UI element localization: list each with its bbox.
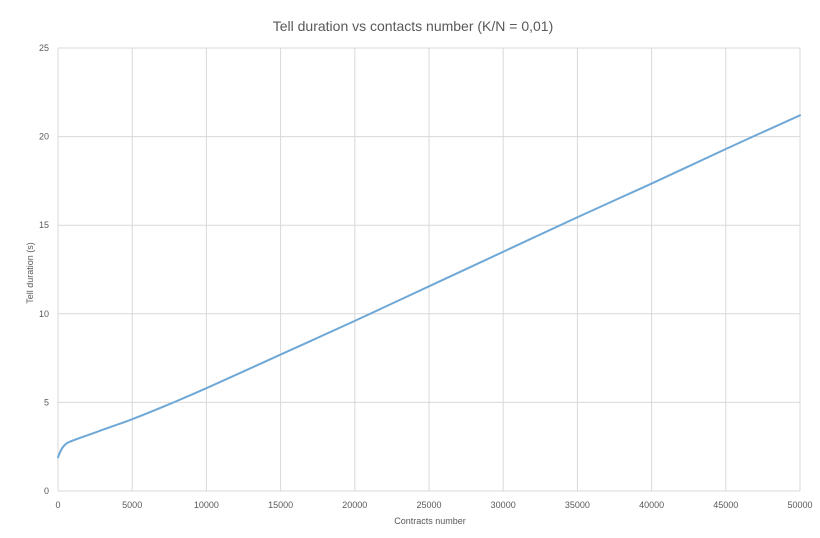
gridlines [57, 47, 801, 492]
x-tick-label: 40000 [639, 500, 664, 510]
y-tick-label: 0 [44, 486, 49, 496]
tick-labels: 0 5 10 15 20 25 0 5000 10000 15000 20000 25000 30000… [39, 43, 813, 510]
y-tick-label: 5 [44, 397, 49, 407]
x-tick-label: 50000 [787, 500, 812, 510]
y-tick-label: 25 [39, 43, 49, 53]
x-tick-label: 5000 [122, 500, 142, 510]
x-axis-label: Contracts number [394, 516, 466, 526]
y-tick-label: 20 [39, 132, 49, 142]
y-tick-label: 10 [39, 309, 49, 319]
x-tick-label: 35000 [565, 500, 590, 510]
x-tick-label: 15000 [268, 500, 293, 510]
x-tick-label: 0 [55, 500, 60, 510]
x-tick-label: 20000 [342, 500, 367, 510]
y-axis-label: Tell duration (s) [25, 242, 35, 304]
x-tick-label: 10000 [194, 500, 219, 510]
chart-title: Tell duration vs contacts number (K/N = … [273, 18, 554, 34]
y-tick-label: 15 [39, 220, 49, 230]
series-line [57, 114, 801, 459]
x-tick-label: 25000 [416, 500, 441, 510]
x-tick-label: 45000 [713, 500, 738, 510]
x-tick-label: 30000 [491, 500, 516, 510]
series-layer [57, 114, 801, 459]
